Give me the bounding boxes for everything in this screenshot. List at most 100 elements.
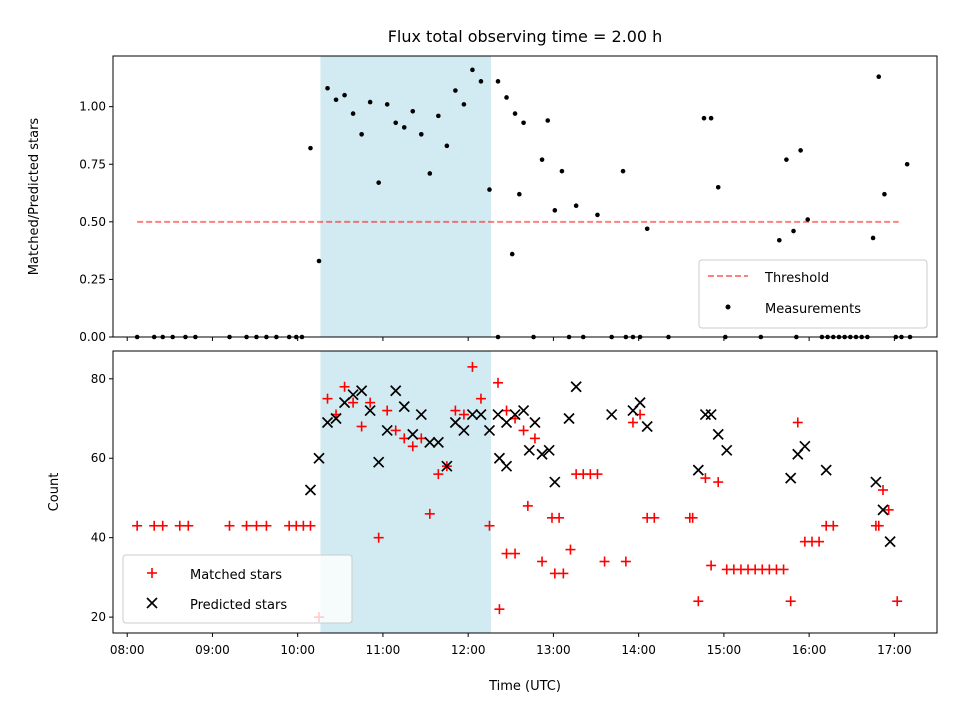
measurement-point	[882, 191, 887, 197]
measurement-point	[470, 67, 475, 73]
measurement-points	[134, 67, 913, 340]
legend-predicted-marker	[146, 597, 158, 609]
predicted-star-point	[347, 389, 359, 401]
predicted-star-point	[313, 452, 325, 464]
count-x-ticks: 08:00 09:00 10:00 11:00 12:00 13:00 14:00 15:00…	[110, 633, 912, 657]
measurement-point	[805, 217, 811, 222]
predicted-star-point	[785, 472, 797, 484]
predicted-star-point	[458, 424, 470, 437]
legend-measurements-label: Measurements	[765, 302, 861, 317]
x-tick-label: 10:00	[280, 643, 315, 657]
predicted-star-point	[373, 456, 385, 468]
predicted-star-point	[820, 464, 832, 476]
measurement-point	[376, 180, 381, 185]
ratio-y-tick-label: 0.50	[79, 215, 106, 229]
predicted-star-point	[398, 401, 410, 413]
measurement-point	[876, 74, 882, 80]
chart-title: Flux total observing time = 2.00 h	[388, 27, 663, 46]
count-legend: Matched stars Predicted stars	[122, 554, 353, 624]
legend-measurement-swatch	[725, 304, 731, 310]
x-tick-label: 09:00	[195, 643, 230, 657]
predicted-star-point	[721, 444, 733, 456]
ratio-legend: Threshold Measurements	[698, 259, 928, 329]
x-tick-label: 11:00	[366, 643, 401, 657]
measurement-point	[308, 145, 313, 151]
measurement-point	[521, 120, 526, 126]
predicted-star-point	[493, 452, 506, 464]
measurement-point	[595, 212, 600, 218]
predicted-star-point	[523, 444, 535, 456]
ratio-y-tick-label: 0.75	[79, 157, 106, 171]
ratio-y-tick-label: 0.25	[79, 272, 106, 286]
predicted-star-point	[536, 448, 548, 460]
measurement-point	[715, 184, 721, 190]
measurement-point	[620, 168, 626, 174]
predicted-star-point	[321, 416, 334, 429]
measurement-point	[495, 79, 501, 84]
predicted-star-point	[517, 404, 530, 417]
predicted-star-point	[432, 436, 444, 448]
predicted-star-point	[543, 444, 555, 456]
measurement-point	[708, 115, 714, 121]
legend-predicted-swatch	[146, 597, 158, 609]
measurement-point	[504, 95, 509, 100]
predicted-star-point	[606, 408, 618, 421]
measurement-point	[401, 125, 407, 130]
predicted-star-point	[492, 408, 504, 421]
predicted-star-point	[509, 408, 521, 421]
measurement-point	[478, 79, 484, 84]
measurement-point	[777, 237, 782, 243]
predicted-star-point	[466, 408, 479, 421]
count-y-tick-label: 60	[91, 451, 106, 465]
predicted-star-point	[356, 385, 368, 397]
measurement-point	[393, 120, 399, 126]
predicted-star-point	[381, 424, 393, 437]
measurement-point	[509, 251, 515, 257]
measurement-point	[559, 168, 565, 174]
predicted-star-point	[449, 416, 461, 429]
predicted-star-point	[549, 476, 561, 488]
x-tick-label: 14:00	[621, 643, 656, 657]
ratio-y-axis-label: Matched/Predicted stars	[27, 118, 42, 276]
ratio-y-ticks: 0.00 0.25 0.50 0.75 1.00	[79, 100, 113, 344]
measurement-point	[512, 111, 518, 116]
count-y-tick-label: 80	[91, 372, 106, 386]
predicted-star-point	[799, 440, 811, 452]
predicted-star-point	[407, 428, 419, 441]
measurement-point	[870, 235, 876, 241]
legend-matched-label: Matched stars	[190, 568, 282, 583]
measurement-point	[418, 132, 424, 137]
measurement-point	[350, 111, 356, 116]
predicted-star-point	[441, 460, 453, 472]
x-tick-label: 12:00	[451, 643, 486, 657]
measurement-point	[644, 226, 650, 232]
predicted-star-point	[424, 436, 436, 448]
predicted-star-point	[692, 464, 704, 476]
x-tick-label: 08:00	[110, 643, 145, 657]
measurement-point	[410, 108, 416, 114]
predicted-star-point	[330, 412, 342, 425]
measurement-point	[461, 102, 467, 107]
ratio-x-ticks	[126, 337, 895, 341]
x-axis-label: Time (UTC)	[488, 679, 561, 694]
measurement-point	[427, 171, 433, 176]
predicted-star-point	[500, 460, 513, 472]
count-y-tick-label: 20	[91, 610, 106, 624]
measurement-point	[333, 97, 339, 103]
ratio-axes-frame	[112, 55, 938, 338]
x-tick-label: 15:00	[707, 643, 742, 657]
predicted-star-point	[390, 385, 402, 397]
measurement-point	[384, 102, 390, 107]
predicted-star-point	[563, 412, 575, 425]
predicted-star-point	[570, 381, 582, 393]
measurement-point	[539, 157, 545, 162]
x-tick-label: 13:00	[536, 643, 571, 657]
predicted-star-point	[641, 420, 653, 433]
predicted-star-point	[475, 408, 487, 421]
ratio-panel: 0.00 0.25 0.50 0.75 1.00 Flux total observin…	[27, 27, 938, 344]
predicted-star-point	[304, 484, 317, 496]
predicted-star-point	[415, 408, 427, 421]
legend-predicted-label: Predicted stars	[190, 598, 287, 613]
predicted-star-point	[712, 428, 724, 441]
count-axes-frame	[112, 350, 938, 634]
